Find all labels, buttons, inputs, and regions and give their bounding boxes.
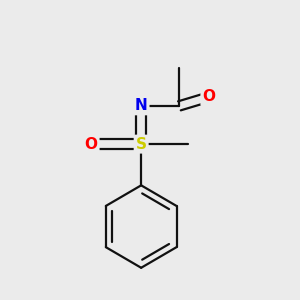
Text: O: O — [85, 136, 98, 152]
Text: N: N — [135, 98, 148, 113]
Text: O: O — [202, 89, 215, 104]
Text: S: S — [136, 136, 147, 152]
